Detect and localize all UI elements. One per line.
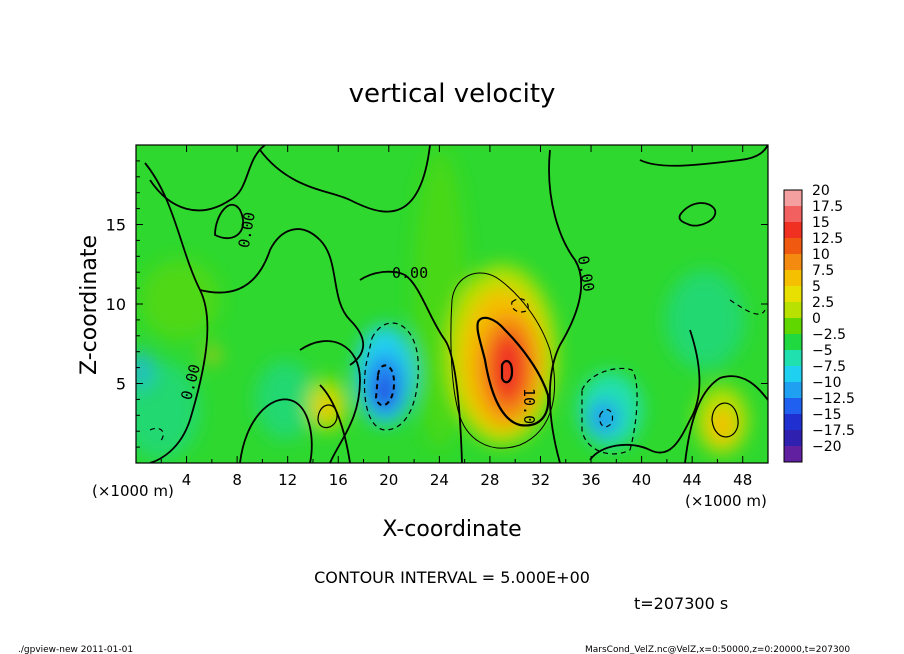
x-tick-label: 36 bbox=[581, 471, 600, 489]
chart-title: vertical velocity bbox=[349, 79, 556, 109]
colorbar-label: −20 bbox=[812, 439, 842, 455]
colorbar-label: 15 bbox=[812, 215, 830, 231]
colorbar-swatch bbox=[784, 382, 802, 399]
colorbar-swatch bbox=[784, 334, 802, 351]
colorbar-swatch bbox=[784, 270, 802, 287]
plot-area: 0.00 0.00 0.00 0.00 10.0 bbox=[136, 145, 768, 463]
y-tick-label: 15 bbox=[106, 216, 126, 235]
colorbar-swatch bbox=[784, 414, 802, 431]
colorbar-swatch bbox=[784, 302, 802, 319]
colorbar-label: 2.5 bbox=[812, 295, 834, 311]
colorbar-swatch bbox=[784, 190, 802, 207]
colorbar-swatch bbox=[784, 430, 802, 447]
colorbar-swatch bbox=[784, 318, 802, 335]
colorbar-label: −7.5 bbox=[812, 359, 846, 375]
x-axis-label: X-coordinate bbox=[382, 517, 521, 542]
colorbar-label: 20 bbox=[812, 183, 830, 199]
contour-label: 0.00 bbox=[574, 254, 598, 293]
colorbar-label: −17.5 bbox=[812, 423, 855, 439]
contour-lines bbox=[144, 145, 768, 463]
colorbar-label: −15 bbox=[812, 407, 842, 423]
negative-contours bbox=[149, 298, 766, 455]
x-unit-label-left: (×1000 m) bbox=[92, 482, 174, 500]
colorbar-label: 12.5 bbox=[812, 231, 843, 247]
x-tick-label: 16 bbox=[329, 471, 348, 489]
colorbar-label: −5 bbox=[812, 343, 833, 359]
contour-label: 0.00 bbox=[392, 264, 428, 282]
y-tick-label: 10 bbox=[106, 295, 126, 314]
colorbar-label: 0 bbox=[812, 311, 821, 327]
x-tick-label: 48 bbox=[733, 471, 752, 489]
colorbar-frame bbox=[783, 189, 803, 463]
footer-left: ./gpview-new 2011-01-01 bbox=[18, 645, 133, 654]
colorbar: 2017.51512.5107.552.50−2.5−5−7.5−10−12.5… bbox=[783, 183, 855, 463]
colorbar-label: 10 bbox=[812, 247, 830, 263]
x-tick-label: 12 bbox=[278, 471, 297, 489]
x-tick-label: 8 bbox=[232, 471, 242, 489]
y-tick-label: 5 bbox=[116, 375, 126, 394]
x-tick-label: 20 bbox=[379, 471, 398, 489]
colorbar-label: −10 bbox=[812, 375, 842, 391]
x-tick-label: 4 bbox=[182, 471, 192, 489]
time-text: t=207300 s bbox=[634, 594, 728, 613]
x-axis: 4 8 12 16 20 24 28 32 36 40 44 48 bbox=[160, 145, 752, 489]
colorbar-swatch bbox=[784, 238, 802, 255]
contour-label: 0.00 bbox=[235, 211, 259, 250]
colorbar-swatch bbox=[784, 366, 802, 383]
colorbar-label: 5 bbox=[812, 279, 821, 295]
colorbar-label: −2.5 bbox=[812, 327, 846, 343]
colorbar-swatch bbox=[784, 398, 802, 415]
contour-interval-text: CONTOUR INTERVAL = 5.000E+00 bbox=[314, 568, 590, 587]
footer-right: MarsCond_VelZ.nc@VelZ,x=0:50000,z=0:2000… bbox=[585, 645, 850, 654]
colorbar-label: −12.5 bbox=[812, 391, 855, 407]
x-tick-label: 24 bbox=[430, 471, 449, 489]
field-shading bbox=[136, 150, 748, 460]
x-unit-label-right: (×1000 m) bbox=[685, 492, 767, 510]
colorbar-swatch bbox=[784, 350, 802, 367]
colorbar-swatch bbox=[784, 222, 802, 239]
x-tick-label: 44 bbox=[683, 471, 702, 489]
y-axis-label: Z-coordinate bbox=[77, 235, 102, 375]
x-tick-label: 32 bbox=[531, 471, 550, 489]
contour-labels: 0.00 0.00 0.00 0.00 10.0 bbox=[177, 211, 597, 425]
contour-label: 10.0 bbox=[520, 388, 538, 424]
y-axis: 5 10 15 bbox=[106, 160, 768, 448]
x-tick-label: 40 bbox=[632, 471, 651, 489]
colorbar-swatch bbox=[784, 206, 802, 223]
x-tick-label: 28 bbox=[480, 471, 499, 489]
colorbar-swatch bbox=[784, 286, 802, 303]
colorbar-label: 17.5 bbox=[812, 199, 843, 215]
colorbar-label: 7.5 bbox=[812, 263, 834, 279]
colorbar-swatch bbox=[784, 254, 802, 271]
colorbar-swatch bbox=[784, 446, 802, 463]
